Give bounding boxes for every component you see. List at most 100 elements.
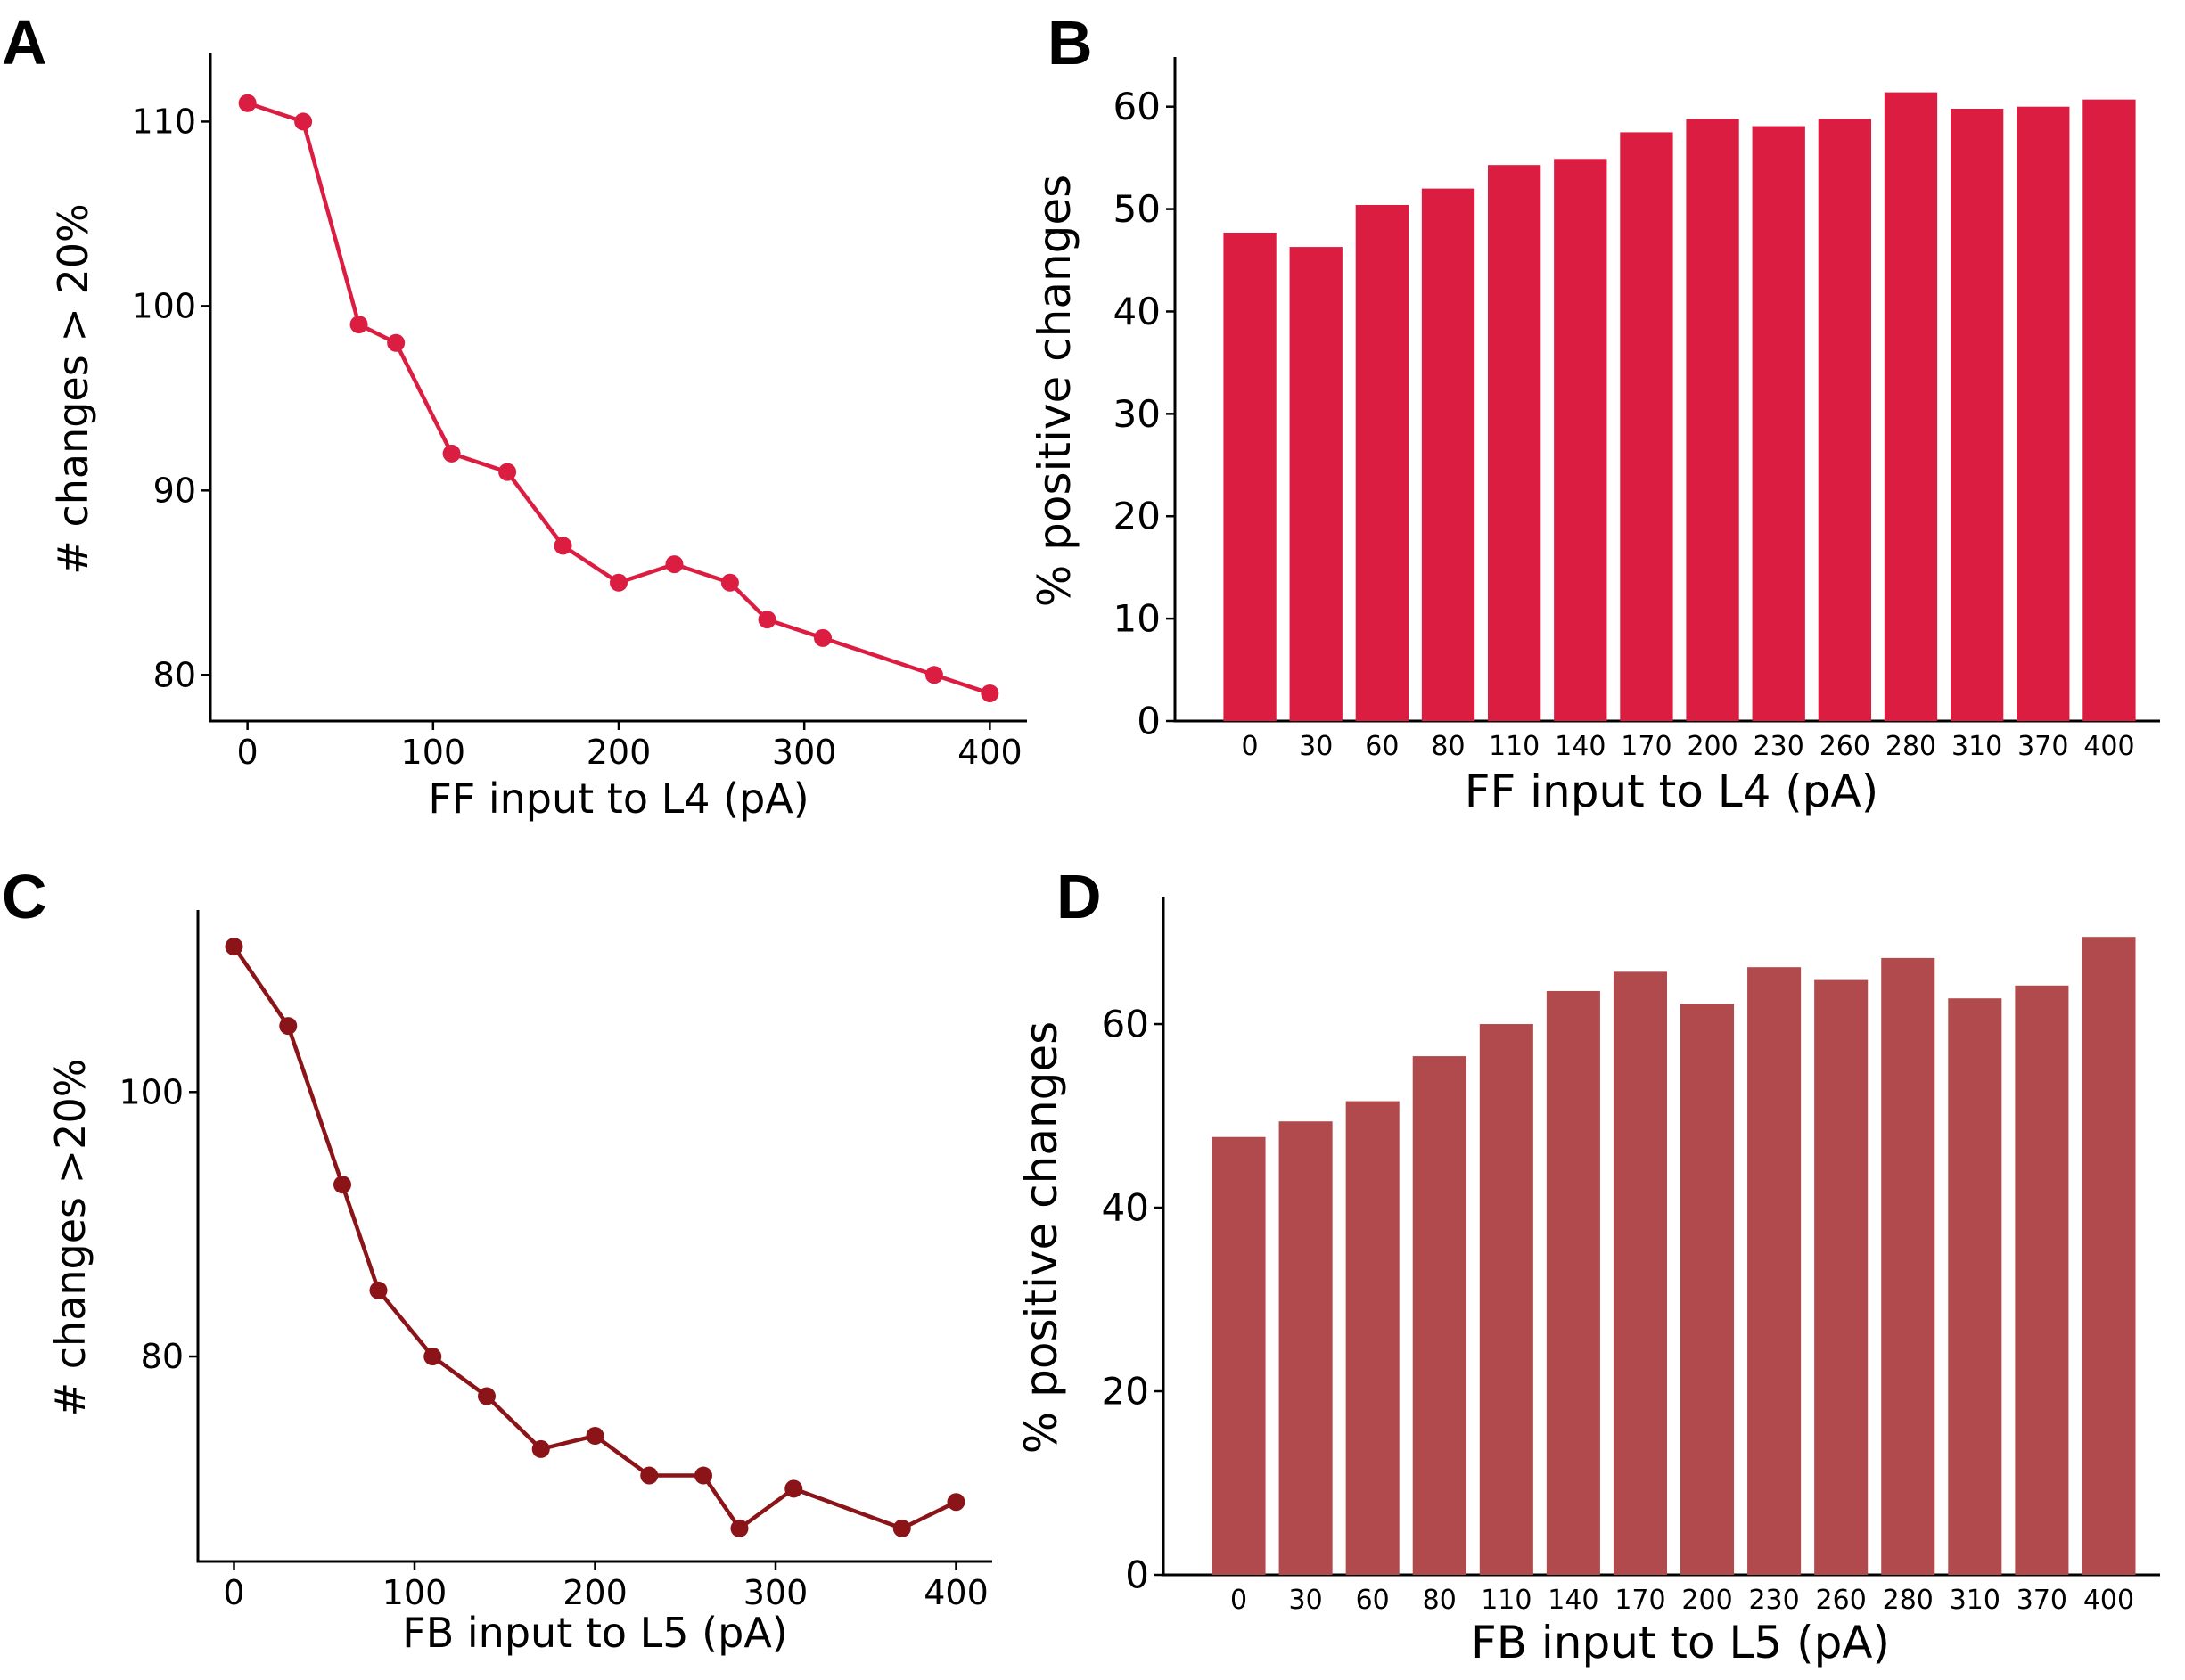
x-axis-label: FF input to L4 (pA) bbox=[1465, 766, 1879, 817]
x-tick-label: 200 bbox=[587, 733, 652, 772]
bar bbox=[2015, 985, 2069, 1575]
data-point bbox=[225, 938, 243, 956]
x-tick-label: 0 bbox=[1242, 731, 1259, 762]
y-tick-label: 80 bbox=[141, 1337, 184, 1376]
bar bbox=[1289, 247, 1343, 721]
x-tick-label: 400 bbox=[957, 733, 1023, 772]
x-tick-label: 230 bbox=[1754, 731, 1804, 762]
x-tick-label: 60 bbox=[1365, 731, 1399, 762]
x-tick-label: 310 bbox=[1950, 1585, 2000, 1616]
data-point bbox=[423, 1348, 442, 1366]
bar bbox=[1278, 1121, 1333, 1575]
data-point bbox=[586, 1427, 604, 1446]
x-tick-label: 100 bbox=[382, 1573, 448, 1612]
data-point bbox=[349, 316, 368, 334]
bar bbox=[1620, 132, 1673, 722]
bar bbox=[1345, 1101, 1400, 1575]
x-tick-label: 140 bbox=[1555, 731, 1606, 762]
data-point bbox=[924, 666, 943, 684]
data-point bbox=[478, 1387, 496, 1405]
panel-letter: A bbox=[2, 8, 47, 78]
x-tick-label: 100 bbox=[401, 733, 466, 772]
panel-letter: D bbox=[1056, 862, 1102, 931]
y-tick-label: 60 bbox=[1102, 1003, 1149, 1046]
bar bbox=[1752, 126, 1805, 721]
bar bbox=[2082, 937, 2136, 1575]
bar bbox=[1412, 1056, 1466, 1575]
bar bbox=[1948, 998, 2002, 1575]
x-tick-label: 370 bbox=[2017, 1585, 2067, 1616]
y-axis-label: # changes > 20% bbox=[49, 203, 97, 574]
y-tick-label: 40 bbox=[1102, 1186, 1149, 1230]
series-line bbox=[246, 101, 991, 696]
data-point bbox=[814, 628, 832, 647]
x-tick-label: 140 bbox=[1548, 1585, 1598, 1616]
x-tick-label: 260 bbox=[1819, 731, 1870, 762]
bar bbox=[1487, 165, 1541, 721]
data-point bbox=[758, 611, 776, 629]
y-tick-label: 20 bbox=[1113, 495, 1161, 538]
data-point bbox=[730, 1519, 749, 1537]
bar bbox=[1950, 108, 2004, 721]
x-tick-label: 0 bbox=[223, 1573, 244, 1612]
series-line bbox=[232, 945, 957, 1531]
x-tick-label: 280 bbox=[1883, 1585, 1934, 1616]
bar bbox=[1881, 957, 1935, 1575]
y-tick-label: 110 bbox=[131, 102, 196, 141]
data-point bbox=[369, 1281, 388, 1299]
x-tick-label: 200 bbox=[563, 1573, 628, 1612]
panel-c: C 80 100 0 100 200 300 400 FB input to L5 (pA) # … bbox=[2, 862, 992, 1657]
panel-letter: C bbox=[2, 862, 47, 931]
x-tick-label: 30 bbox=[1299, 731, 1333, 762]
data-point bbox=[498, 463, 517, 481]
y-tick-label: 20 bbox=[1102, 1370, 1149, 1414]
data-point bbox=[531, 1439, 550, 1458]
y-tick-label: 60 bbox=[1113, 85, 1161, 128]
data-point bbox=[892, 1519, 911, 1537]
x-tick-label: 80 bbox=[1423, 1585, 1457, 1616]
bar bbox=[1818, 119, 1872, 722]
data-point bbox=[610, 573, 628, 592]
y-tick-label: 40 bbox=[1113, 290, 1161, 333]
y-tick-label: 80 bbox=[153, 655, 196, 694]
x-tick-label: 60 bbox=[1356, 1585, 1390, 1616]
y-tick-label: 90 bbox=[153, 471, 196, 510]
x-tick-label: 400 bbox=[2083, 1585, 2134, 1616]
x-axis-label: FF input to L4 (pA) bbox=[428, 774, 809, 823]
y-axis-label: % positive changes bbox=[1029, 175, 1080, 607]
bar bbox=[1554, 159, 1607, 721]
data-point bbox=[294, 112, 313, 131]
bar bbox=[2082, 99, 2136, 721]
bar bbox=[1686, 119, 1739, 722]
x-tick-label: 80 bbox=[1431, 731, 1465, 762]
x-tick-label: 400 bbox=[924, 1573, 989, 1612]
data-point bbox=[784, 1479, 803, 1498]
data-point bbox=[387, 333, 406, 352]
data-point bbox=[238, 94, 257, 112]
panel-d: D 0 20 40 60 0 30 60 80 110 140 170 200 230 260 280 310 3… bbox=[1015, 862, 2160, 1668]
data-point bbox=[554, 537, 572, 555]
panel-b: B 0 10 20 30 40 50 60 0 30 60 80 110 140 170 200 230 260 2… bbox=[1029, 8, 2160, 817]
data-point bbox=[981, 684, 999, 702]
y-axis-label: # changes >20% bbox=[46, 1059, 94, 1417]
x-tick-label: 110 bbox=[1489, 731, 1540, 762]
bar bbox=[1479, 1024, 1533, 1575]
x-tick-label: 260 bbox=[1816, 1585, 1867, 1616]
y-tick-label: 50 bbox=[1113, 187, 1161, 231]
bar bbox=[1355, 204, 1409, 721]
x-tick-label: 280 bbox=[1885, 731, 1936, 762]
panel-letter: B bbox=[1047, 8, 1093, 78]
bar bbox=[1680, 1004, 1735, 1575]
x-tick-label: 300 bbox=[772, 733, 837, 772]
data-point bbox=[665, 555, 684, 574]
bar bbox=[1546, 990, 1600, 1575]
x-tick-label: 400 bbox=[2083, 731, 2134, 762]
panel-a: A 80 90 100 110 0 100 200 300 400 FF input to L4 (… bbox=[2, 8, 1027, 823]
data-point bbox=[279, 1017, 298, 1036]
x-axis-label: FB input to L5 (pA) bbox=[1471, 1617, 1890, 1668]
bar bbox=[1613, 971, 1667, 1575]
bar bbox=[1212, 1136, 1266, 1575]
x-tick-label: 200 bbox=[1687, 731, 1737, 762]
data-point bbox=[947, 1493, 965, 1512]
